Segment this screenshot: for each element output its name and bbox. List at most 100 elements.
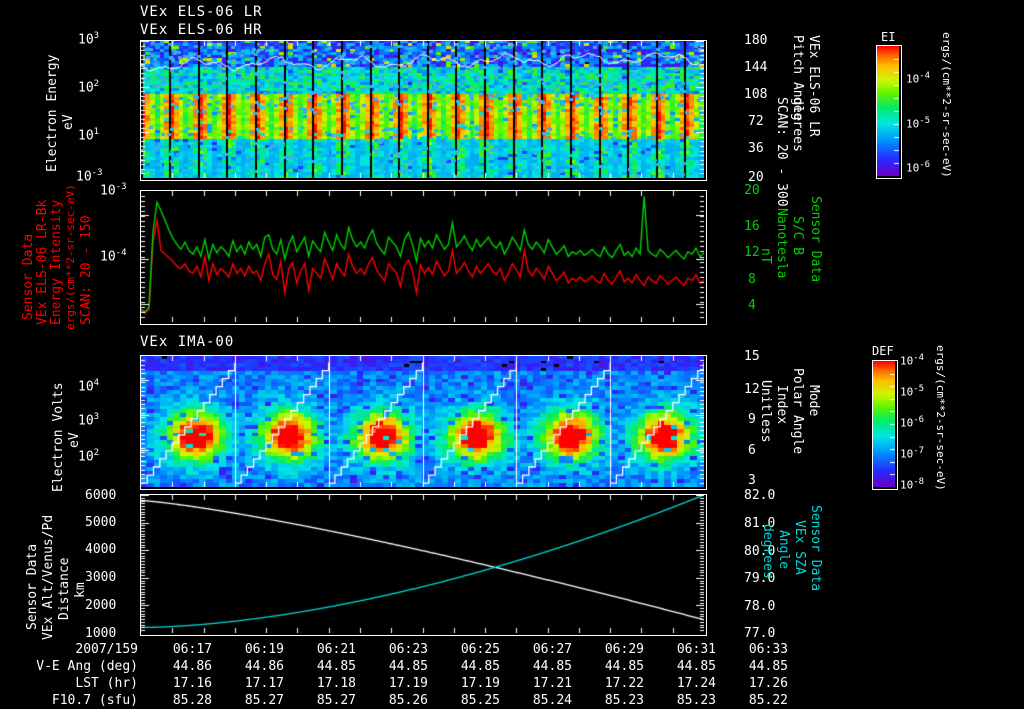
table-cell-time: 06:31 <box>676 642 716 657</box>
panel1-y2tick-72: 72 <box>748 114 764 129</box>
colorbar2-tick-1e-7: 10-7 <box>900 446 925 461</box>
panel2-y2tick-20: 20 <box>744 183 760 198</box>
panel3-right-label-index: Index <box>774 385 789 425</box>
colorbar1-title: EI <box>881 30 896 44</box>
panel1-ytick-100: 102 <box>78 79 100 96</box>
colorbar1 <box>876 45 902 179</box>
panel3-y2tick-9: 9 <box>748 412 756 427</box>
panel4-y2tick-820: 82.0 <box>744 488 776 503</box>
table-cell-ve-ang: 44.85 <box>676 659 716 674</box>
table-cell-ve-ang: 44.85 <box>388 659 428 674</box>
panel2-right-label-sensor-data: Sensor Data <box>808 196 823 283</box>
table-cell-ve-ang: 44.85 <box>748 659 788 674</box>
colorbar2-gradient <box>873 361 895 487</box>
panel2-y2tick-4: 4 <box>748 298 756 313</box>
panel1-right-label-degrees: degrees <box>790 97 805 152</box>
panel2-ytick-1e-4: 10-4 <box>100 248 127 265</box>
panel3-y2tick-3: 3 <box>748 473 756 488</box>
panel2-left-label-units: ergs/(cm**2-sr-sec-eV) <box>64 184 77 330</box>
colorbar2-tick-1e-5: 10-5 <box>900 384 925 399</box>
panel3-right-label-polar-angle: Polar Angle <box>790 368 805 455</box>
table-cell-f107: 85.22 <box>748 693 788 708</box>
panel4-ytick-1000: 1000 <box>85 626 117 641</box>
table-cell-f107: 85.25 <box>460 693 500 708</box>
table-cell-f107: 85.27 <box>316 693 356 708</box>
table-cell-f107: 85.23 <box>676 693 716 708</box>
panel3-ytick-100: 102 <box>78 448 100 465</box>
panel2-right-label-nt: nT <box>758 248 773 264</box>
intensity-bfield-canvas <box>141 191 704 322</box>
colorbar2-units: ergs/(cm**2-sr-sec-eV) <box>934 345 947 491</box>
table-cell-f107: 85.27 <box>244 693 284 708</box>
panel1-left-axis-units: eV <box>61 114 76 130</box>
table-cell-lst: 17.19 <box>388 676 428 691</box>
panel3-ytick-10000: 104 <box>78 378 100 395</box>
panel4-left-label-distance: Distance <box>57 557 72 620</box>
panel2-y2tick-8: 8 <box>748 272 756 287</box>
panel1-y2tick-180: 180 <box>744 33 768 48</box>
table-cell-time: 06:23 <box>388 642 428 657</box>
panel1-right-label-instrument: VEx ELS-06 LR <box>806 35 821 137</box>
table-cell-lst: 17.26 <box>748 676 788 691</box>
panel4-right-label-angle: Angle <box>776 530 791 570</box>
panel1-title-lr: VEx ELS-06 LR <box>140 4 263 20</box>
table-cell-lst: 17.17 <box>244 676 284 691</box>
table-cell-ve-ang: 44.85 <box>532 659 572 674</box>
table-cell-lst: 17.18 <box>316 676 356 691</box>
altitude-sza-panel[interactable] <box>140 494 707 636</box>
table-cell-ve-ang: 44.86 <box>172 659 212 674</box>
table-cell-lst: 17.16 <box>172 676 212 691</box>
panel3-y2tick-15: 15 <box>744 349 760 364</box>
table-cell-ve-ang: 44.85 <box>316 659 356 674</box>
ima-spectrogram-canvas <box>141 356 704 487</box>
panel3-y2tick-12: 12 <box>744 382 760 397</box>
panel4-ytick-3000: 3000 <box>85 570 117 585</box>
panel1-title-hr: VEx ELS-06 HR <box>140 22 263 38</box>
colorbar2-tick-1e-6: 10-6 <box>900 415 925 430</box>
panel3-y2tick-6: 6 <box>748 443 756 458</box>
table-cell-lst: 17.19 <box>460 676 500 691</box>
colorbar2-tick-1e-8: 10-8 <box>900 477 925 492</box>
panel2-left-label-instrument: VEx ELS-06 LR-Bk <box>35 199 50 325</box>
colorbar2 <box>872 360 898 490</box>
panel2-left-label-scan: SCAN: 20 - 150 <box>79 215 94 325</box>
table-cell-time: 06:19 <box>244 642 284 657</box>
panel1-y2tick-144: 144 <box>744 60 768 75</box>
table-cell-ve-ang: 44.86 <box>244 659 284 674</box>
panel4-right-label-degrees: degrees <box>760 524 775 579</box>
panel2-ytick-1e-3: 10-3 <box>100 182 127 199</box>
panel2-right-label-scb: S/C B <box>790 216 805 256</box>
panel1-ytick-1000: 103 <box>78 31 100 48</box>
intensity-bfield-panel[interactable] <box>140 190 707 325</box>
table-cell-time: 06:29 <box>604 642 644 657</box>
table-cell-ve-ang: 44.85 <box>460 659 500 674</box>
ima-spectrogram-panel[interactable] <box>140 355 707 490</box>
colorbar1-tick-1e-5: 10-5 <box>906 116 931 131</box>
panel4-left-label-quantity: VEx Alt/Venus/Pd <box>41 514 56 640</box>
table-cell-ve-ang: 44.85 <box>604 659 644 674</box>
table-cell-lst: 17.22 <box>604 676 644 691</box>
panel1-y2tick-36: 36 <box>748 141 764 156</box>
panel4-ytick-2000: 2000 <box>85 598 117 613</box>
panel3-right-label-unitless: Unitless <box>758 380 773 443</box>
panel3-right-label-mode: Mode <box>806 385 821 417</box>
panel1-right-label-pitch-angle: Pitch Angle <box>790 35 805 122</box>
colorbar1-tick-1e-6: 10-6 <box>906 160 931 175</box>
table-row-label-date: 2007/159 <box>75 642 138 657</box>
table-cell-lst: 17.21 <box>532 676 572 691</box>
table-cell-f107: 85.24 <box>532 693 572 708</box>
colorbar1-tick-1e-4: 10-4 <box>906 71 931 86</box>
panel1-ytick-10: 101 <box>78 127 100 144</box>
panel4-left-label-sensor-data: Sensor Data <box>25 543 40 630</box>
panel2-left-label-quantity: Energy Intensity <box>49 199 64 325</box>
table-cell-f107: 85.26 <box>388 693 428 708</box>
panel1-y2tick-20: 20 <box>748 170 764 185</box>
panel4-right-label-sza: VEx SZA <box>792 520 807 575</box>
colorbar1-gradient <box>877 46 899 176</box>
panel4-ytick-4000: 4000 <box>85 542 117 557</box>
panel4-y2tick-800: 80.0 <box>744 544 776 559</box>
els-spectrogram-panel[interactable] <box>140 40 707 181</box>
panel4-y2tick-780: 78.0 <box>744 599 776 614</box>
panel3-title: VEx IMA-00 <box>140 334 235 350</box>
panel4-ytick-6000: 6000 <box>85 488 117 503</box>
